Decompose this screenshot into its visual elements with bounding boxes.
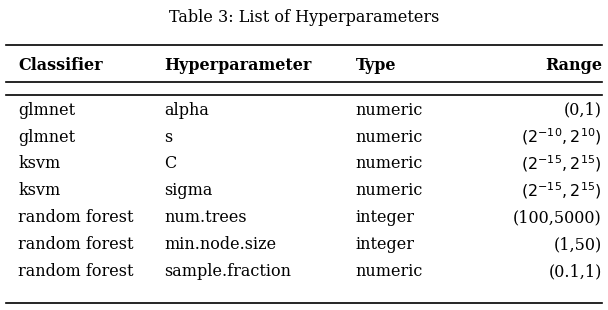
Text: random forest: random forest <box>18 264 134 280</box>
Text: Table 3: List of Hyperparameters: Table 3: List of Hyperparameters <box>169 9 439 25</box>
Text: numeric: numeric <box>356 129 423 145</box>
Text: glmnet: glmnet <box>18 129 75 145</box>
Text: $(2^{-10},2^{10})$: $(2^{-10},2^{10})$ <box>521 127 602 147</box>
Text: sample.fraction: sample.fraction <box>164 264 291 280</box>
Text: num.trees: num.trees <box>164 210 247 226</box>
Text: ksvm: ksvm <box>18 183 60 199</box>
Text: integer: integer <box>356 210 415 226</box>
Text: random forest: random forest <box>18 210 134 226</box>
Text: Type: Type <box>356 57 396 73</box>
Text: numeric: numeric <box>356 102 423 118</box>
Text: integer: integer <box>356 237 415 253</box>
Text: (100,5000): (100,5000) <box>513 210 602 226</box>
Text: random forest: random forest <box>18 237 134 253</box>
Text: (1,50): (1,50) <box>554 237 602 253</box>
Text: $(2^{-15},2^{15})$: $(2^{-15},2^{15})$ <box>521 181 602 201</box>
Text: numeric: numeric <box>356 156 423 172</box>
Text: numeric: numeric <box>356 264 423 280</box>
Text: Hyperparameter: Hyperparameter <box>164 57 311 73</box>
Text: (0.1,1): (0.1,1) <box>548 264 602 280</box>
Text: glmnet: glmnet <box>18 102 75 118</box>
Text: (0,1): (0,1) <box>564 102 602 118</box>
Text: ksvm: ksvm <box>18 156 60 172</box>
Text: numeric: numeric <box>356 183 423 199</box>
Text: sigma: sigma <box>164 183 213 199</box>
Text: min.node.size: min.node.size <box>164 237 276 253</box>
Text: $(2^{-15},2^{15})$: $(2^{-15},2^{15})$ <box>521 154 602 174</box>
Text: C: C <box>164 156 176 172</box>
Text: s: s <box>164 129 173 145</box>
Text: Range: Range <box>545 57 602 73</box>
Text: Classifier: Classifier <box>18 57 103 73</box>
Text: alpha: alpha <box>164 102 209 118</box>
